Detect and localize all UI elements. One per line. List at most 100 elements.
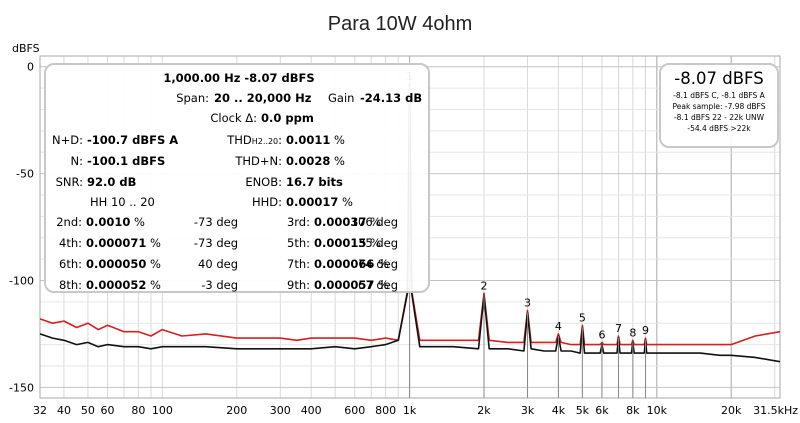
harmonic-phase: 67 deg [358,278,398,292]
thd-subscript: H2..20 [251,137,279,146]
x-tick-label: 300 [270,404,291,417]
harmonic-value-group: 0.00037 % [314,215,381,229]
harmonic-value-group: 0.000057 % [314,278,389,292]
clock-label: Clock Δ: [210,111,257,125]
harmonic-value: 0.00015 [314,236,367,250]
harmonic-phase: 35 deg [358,236,398,250]
thdn-value-group: 0.0028 % [286,154,345,168]
hh-label: HH 10 .. 20 [90,195,155,209]
x-tick-label: 5k [576,404,590,417]
x-tick-label: 400 [301,404,322,417]
nd-value: -100.7 dBFS A [87,133,179,147]
harmonic-label: 7th: [287,257,310,271]
y-axis-label: dBFS [12,42,40,55]
x-tick-label: 8k [626,404,640,417]
x-tick-label: 20k [721,404,742,417]
harmonic-marker-label: 5 [579,311,586,324]
thd-label: THDH2..20: [227,133,282,147]
thd-unit: % [334,133,345,147]
enob-value: 16.7 bits [286,175,343,189]
harmonic-unit: % [150,278,161,292]
series-line-2 [39,83,781,363]
x-tick-label: 32 [33,404,47,417]
hhd-label: HHD: [251,195,282,209]
harmonic-value: 0.0010 [86,215,131,229]
stats-panel: 1,000.00 Hz -8.07 dBFS Span: 20 .. 20,00… [44,63,430,293]
thdn-unit: % [334,154,345,168]
harmonic-phase: -73 deg [193,215,238,229]
harmonic-value-group: 0.00015 % [314,236,381,250]
enob-label: ENOB: [245,175,282,189]
harmonic-unit: % [150,257,161,271]
harmonic-marker-label: 9 [642,324,649,337]
nd-label: N+D: [52,133,83,147]
stats-fundamental: 1,000.00 Hz -8.07 dBFS [163,71,315,85]
harmonic-value-group: 0.000066 % [314,257,389,271]
x-tick-label: 50 [81,404,95,417]
clock-value: 0.0 ppm [261,111,314,125]
harmonic-unit: % [378,257,389,271]
harmonic-marker-label: 4 [555,320,562,333]
harmonic-marker-label: 8 [629,326,636,339]
thd-value: 0.0011 [286,133,331,147]
thd-value-group: 0.0011 % [286,133,345,147]
tick-labels: 32 40 50 60 80 100 200 300 400 600 800 1k 2k 3k 4k 5k 6k… [9,61,798,417]
harmonic-label: 2nd: [56,215,82,229]
level-line: -54.4 dBFS >22k [687,124,751,133]
x-tick-label: 40 [57,404,71,417]
harmonic-label: 5th: [287,236,310,250]
harmonic-marker-label: 6 [598,328,605,341]
harmonic-value-group: 0.000052 % [86,278,161,292]
harmonic-value: 0.000057 [314,278,375,292]
x-tick-label: 3k [521,404,535,417]
thdn-label: THD+N: [235,154,282,168]
harmonic-unit: % [150,236,161,250]
y-tick-label: -150 [9,381,34,394]
harmonic-value-group: 0.000071 % [86,236,161,250]
harmonic-phase: 40 deg [198,257,238,271]
span-value: 20 .. 20,000 Hz [214,91,312,105]
x-tick-label: 80 [131,404,145,417]
x-tick-label: 100 [152,404,173,417]
harmonic-marker-label: 7 [615,322,622,335]
x-tick-label: 31.5kHz [753,404,798,417]
n-label: N: [70,154,83,168]
level-line: -8.1 dBFS 22 - 22k UNW [673,113,765,122]
harmonic-value: 0.000071 [86,236,147,250]
harmonic-value-group: 0.000050 % [86,257,161,271]
harmonic-phase: -73 deg [193,236,238,250]
span-label: Span: [176,91,209,105]
harmonic-marker-label: 3 [524,296,531,309]
level-line: -8.1 dBFS C, -8.1 dBFS A [673,91,765,100]
x-tick-label: 600 [344,404,365,417]
harmonic-phase: 74 deg [358,257,398,271]
level-panel: -8.07 dBFS -8.1 dBFS C, -8.1 dBFS A Peak… [659,63,779,148]
harmonic-unit: % [370,215,381,229]
level-main: -8.07 dBFS [674,69,764,88]
harmonic-value: 0.00037 [314,215,367,229]
y-tick-label: 0 [27,61,34,74]
thdn-value: 0.0028 [286,154,331,168]
x-tick-label: 60 [100,404,114,417]
x-tick-label: 800 [375,404,396,417]
hhd-unit: % [342,195,353,209]
harmonic-label: 4th: [59,236,82,250]
x-tick-label: 4k [552,404,566,417]
x-tick-label: 2k [477,404,491,417]
x-tick-label: 1k [403,404,417,417]
harmonic-label: 3rd: [286,215,310,229]
harmonic-unit: % [378,278,389,292]
harmonic-phase: 106 deg [350,215,398,229]
harmonic-phase: -3 deg [201,278,238,292]
snr-value: 92.0 dB [87,175,137,189]
harmonic-label: 8th: [59,278,82,292]
chart-title: Para 10W 4ohm [328,13,473,35]
hhd-value-group: 0.00017 % [286,195,353,209]
harmonic-value: 0.000050 [86,257,147,271]
y-tick-label: -100 [9,274,34,287]
n-value: -100.1 dBFS [87,154,166,168]
x-tick-label: 200 [226,404,247,417]
series-layer [39,83,781,363]
hhd-value: 0.00017 [286,195,339,209]
x-tick-label: 6k [595,404,609,417]
